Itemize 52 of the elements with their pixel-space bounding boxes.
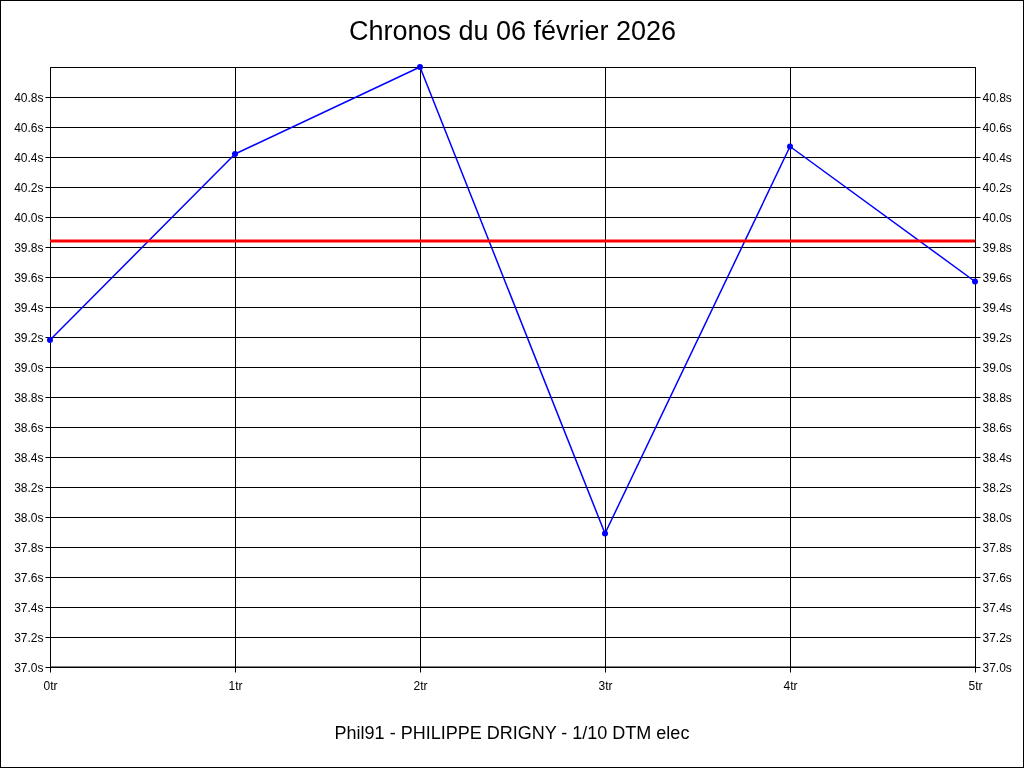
- y2-tick-label: 38.8s: [982, 390, 1012, 405]
- point: [232, 151, 238, 157]
- y2-tick-label: 40.6s: [982, 120, 1012, 135]
- y-tick-label: 38.4s: [14, 450, 44, 465]
- y-tick-label: 39.6s: [14, 270, 44, 285]
- y-tick-label: 40.8s: [14, 90, 44, 105]
- y2-tick-label: 40.8s: [982, 90, 1012, 105]
- x-tick-label: 4tr: [783, 678, 798, 693]
- y-tick-label: 38.6s: [14, 420, 44, 435]
- y2-tick-label: 37.2s: [982, 630, 1012, 645]
- y-tick-label: 37.8s: [14, 540, 44, 555]
- x-tick-label: 1tr: [228, 678, 243, 693]
- y-tick-label: 37.2s: [14, 630, 44, 645]
- y2-tick-label: 37.0s: [982, 660, 1012, 675]
- y-tick-label: 40.6s: [14, 120, 44, 135]
- y-tick-label: 37.0s: [14, 660, 44, 675]
- text: Phil91 - PHILIPPE DRIGNY - 1/10 DTM elec: [333, 723, 691, 744]
- y2-tick-label: 38.2s: [982, 480, 1012, 495]
- y2-tick-label: 39.8s: [982, 240, 1012, 255]
- y2-tick-label: 40.2s: [982, 180, 1012, 195]
- y-tick-label: 37.4s: [14, 600, 44, 615]
- x-tick-label: 5tr: [968, 678, 983, 693]
- y-tick-label: 39.2s: [14, 330, 44, 345]
- y-tick-label: 37.6s: [14, 570, 44, 585]
- y2-tick-label: 37.4s: [982, 600, 1012, 615]
- y-tick-label: 38.8s: [14, 390, 44, 405]
- y2-tick-label: 40.0s: [982, 210, 1012, 225]
- point: [602, 530, 608, 537]
- y2-tick-label: 38.0s: [982, 510, 1012, 525]
- y2-tick-label: 37.6s: [982, 570, 1012, 585]
- y2-tick-label: 38.6s: [982, 420, 1012, 435]
- y2-tick-label: 37.8s: [982, 540, 1012, 555]
- y-tick-label: 39.4s: [14, 300, 44, 315]
- y-tick-label: 39.8s: [14, 240, 44, 255]
- chart-title: Chronos du 06 février 2026: [348, 16, 677, 46]
- y-tick-label: 40.4s: [14, 150, 44, 165]
- y2-tick-label: 39.0s: [982, 360, 1012, 375]
- y-tick-label: 39.0s: [14, 360, 44, 375]
- y-tick-label: 38.2s: [14, 480, 44, 495]
- x-tick-label: 3tr: [598, 678, 613, 693]
- y2-tick-label: 39.4s: [982, 300, 1012, 315]
- y-tick-label: 38.0s: [14, 510, 44, 525]
- point: [417, 64, 423, 70]
- y2-tick-label: 39.2s: [982, 330, 1012, 345]
- y2-tick-label: 40.4s: [982, 150, 1012, 165]
- x-tick-label: 2tr: [413, 678, 428, 693]
- x-tick-label: 0tr: [43, 678, 58, 693]
- y2-tick-label: 39.6s: [982, 270, 1012, 285]
- y2-tick-label: 38.4s: [982, 450, 1012, 465]
- y-tick-label: 40.0s: [14, 210, 44, 225]
- y-tick-label: 40.2s: [14, 180, 44, 195]
- point: [787, 143, 793, 150]
